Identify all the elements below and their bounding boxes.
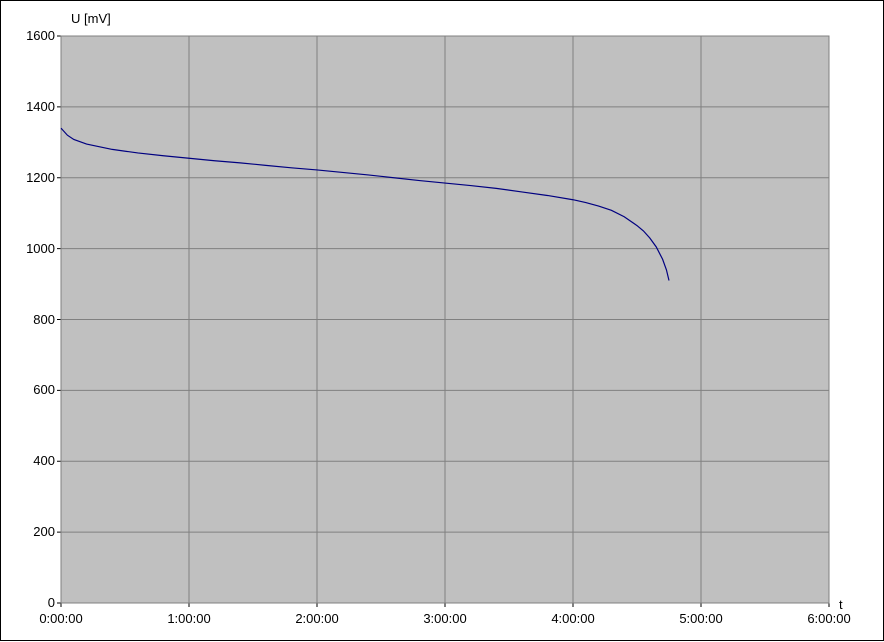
y-tick-label: 1000 <box>5 241 55 256</box>
x-tick-label: 3:00:00 <box>423 611 466 626</box>
x-tick-label: 1:00:00 <box>167 611 210 626</box>
y-tick-label: 600 <box>5 382 55 397</box>
x-tick-label: 0:00:00 <box>39 611 82 626</box>
y-tick-label: 200 <box>5 524 55 539</box>
y-tick-label: 0 <box>5 595 55 610</box>
y-tick-label: 1200 <box>5 170 55 185</box>
x-tick-label: 5:00:00 <box>679 611 722 626</box>
chart-container: U [mV] t 020040060080010001200140016000:… <box>0 0 884 641</box>
y-tick-label: 400 <box>5 453 55 468</box>
x-tick-label: 2:00:00 <box>295 611 338 626</box>
y-tick-label: 1600 <box>5 28 55 43</box>
y-tick-label: 800 <box>5 312 55 327</box>
y-tick-label: 1400 <box>5 99 55 114</box>
x-tick-label: 6:00:00 <box>807 611 850 626</box>
x-tick-label: 4:00:00 <box>551 611 594 626</box>
chart-svg <box>1 1 884 642</box>
